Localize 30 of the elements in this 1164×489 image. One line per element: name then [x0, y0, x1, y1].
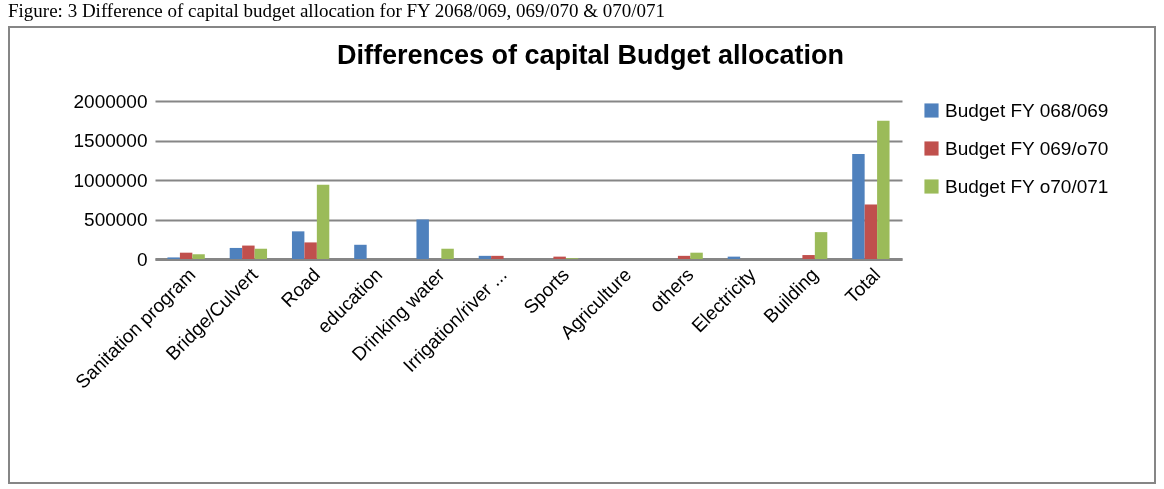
bar: [179, 252, 193, 259]
bar: [814, 232, 828, 259]
bar: [677, 255, 691, 259]
bar: [354, 244, 367, 259]
bar: [852, 153, 865, 259]
bar: [316, 184, 330, 259]
bar: [242, 245, 255, 259]
bar: [192, 254, 205, 259]
bar: [864, 204, 878, 259]
legend-label: Budget FY 069/o70: [945, 137, 1109, 159]
legend-label: Budget FY 068/069: [945, 99, 1109, 121]
legend-label: Budget FY o70/071: [945, 175, 1109, 197]
y-tick-label: 1000000: [73, 169, 148, 191]
chart-title: Differences of capital Budget allocation: [337, 40, 845, 70]
bar: [304, 242, 317, 259]
y-tick-label: 500000: [84, 209, 148, 230]
bar: [229, 247, 243, 259]
y-tick-label: 0: [136, 248, 148, 270]
y-tick-label: 1500000: [73, 130, 148, 151]
text: Figure: 3 Difference of capital budget allocation for FY 2068/069, 069/070 & 070/071: [8, 0, 666, 22]
bar: [877, 120, 890, 259]
y-tick-label: 2000000: [73, 90, 148, 112]
bar: [690, 252, 703, 259]
bar: [254, 248, 268, 259]
bar: [441, 248, 454, 259]
bar: [478, 255, 492, 259]
bar: [802, 255, 815, 259]
bar: [416, 219, 429, 259]
bar: [291, 231, 305, 259]
bar: [491, 255, 504, 259]
